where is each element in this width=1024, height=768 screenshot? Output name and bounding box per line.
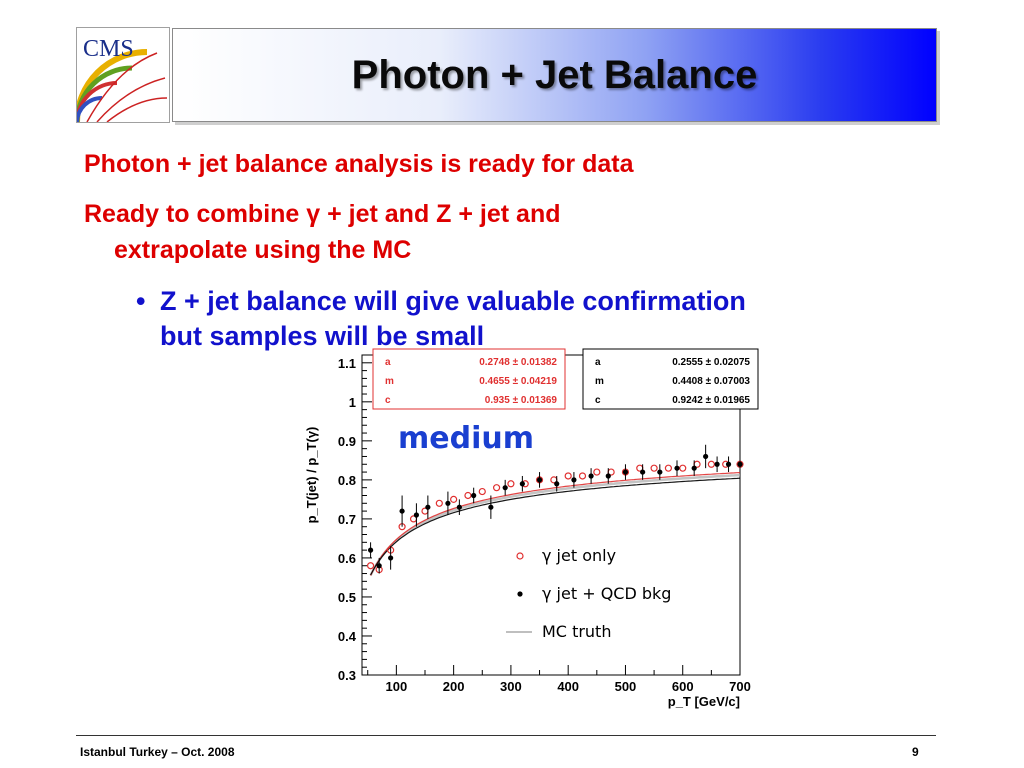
footer-divider xyxy=(76,735,936,736)
y-axis-label: p_T(jet) / p_T(γ) xyxy=(304,427,319,524)
legend-label: γ jet only xyxy=(542,546,616,565)
gamma-jet-only-point xyxy=(664,464,673,472)
gamma-jet-qcd-point xyxy=(456,504,462,510)
fit-param-name: c xyxy=(595,395,601,406)
bullet-line-2a: Ready to combine γ + jet and Z + jet and xyxy=(84,200,561,228)
gamma-jet-qcd-point xyxy=(399,508,405,514)
cms-logo-text: CMS xyxy=(83,36,134,62)
x-tick-label: 500 xyxy=(615,679,637,694)
bullet-line-1: Photon + jet balance analysis is ready f… xyxy=(84,150,634,178)
bullet-line-2b: extrapolate using the MC xyxy=(114,236,412,264)
footer-event: Istanbul Turkey – Oct. 2008 xyxy=(80,745,235,759)
fit-curve-1 xyxy=(370,472,741,576)
y-tick-label: 0.9 xyxy=(338,434,356,449)
sub-bullet-mark: • xyxy=(136,286,146,316)
cms-logo-graphic: CMS xyxy=(77,28,169,122)
x-tick-label: 100 xyxy=(386,679,408,694)
balance-chart: 0.3 0.4 0.5 0.6 0.7 0.8 0.9 1 1.1 100 200 300 400 500… xyxy=(304,348,759,709)
gamma-jet-qcd-point xyxy=(367,547,374,553)
gamma-jet-only-point xyxy=(578,472,587,480)
y-tick-label: 0.8 xyxy=(338,473,356,488)
fit-curve-0 xyxy=(369,473,741,576)
gamma-jet-qcd-point xyxy=(605,473,611,479)
fit-box-0 xyxy=(372,348,566,410)
gamma-jet-qcd-point xyxy=(502,485,508,491)
fit-param-value: 0.4408 ± 0.07003 xyxy=(672,376,750,387)
y-tick-label: 1.1 xyxy=(338,356,356,371)
fit-param-name: m xyxy=(595,376,604,387)
gamma-jet-qcd-point xyxy=(425,504,431,510)
y-tick-label: 0.7 xyxy=(338,512,356,527)
legend-label: γ jet + QCD bkg xyxy=(542,584,671,603)
gamma-jet-qcd-point xyxy=(737,461,743,467)
gamma-jet-only-point xyxy=(492,484,501,492)
gamma-jet-qcd-point xyxy=(674,465,680,471)
gamma-jet-only-point xyxy=(464,491,472,500)
x-tick-label: 200 xyxy=(443,679,465,694)
gamma-jet-only-point xyxy=(366,562,375,570)
x-tick-label: 700 xyxy=(729,679,751,694)
gamma-jet-qcd-point xyxy=(488,504,494,510)
gamma-jet-qcd-point xyxy=(519,481,525,487)
fit-param-name: c xyxy=(385,395,391,406)
gamma-jet-qcd-point xyxy=(388,555,394,561)
fit-box-1 xyxy=(582,348,759,410)
gamma-jet-only-point xyxy=(450,495,458,503)
fit-param-value: 0.935 ± 0.01369 xyxy=(485,395,558,406)
gamma-jet-qcd-point xyxy=(413,512,420,518)
gamma-jet-qcd-point xyxy=(657,469,663,475)
slide-title: Photon + Jet Balance xyxy=(351,53,758,97)
sub-bullet-line-1: Z + jet balance will give valuable confi… xyxy=(160,286,746,316)
gamma-jet-only-point xyxy=(593,468,601,476)
gamma-jet-qcd-point xyxy=(376,563,382,569)
sub-bullet-line-2: but samples will be small xyxy=(160,321,485,351)
gamma-jet-qcd-point xyxy=(588,473,594,479)
gamma-jet-qcd-point xyxy=(445,500,451,506)
chart-annotation-medium: medium xyxy=(398,421,534,456)
x-axis-label: p_T [GeV/c] xyxy=(668,694,740,709)
gamma-jet-qcd-point xyxy=(703,453,709,460)
x-tick-label: 400 xyxy=(557,679,579,694)
gamma-jet-qcd-point xyxy=(471,492,477,499)
fit-param-value: 0.9242 ± 0.01965 xyxy=(672,395,750,406)
footer-page-number: 9 xyxy=(912,745,919,759)
gamma-jet-qcd-point xyxy=(622,469,629,475)
x-tick-label: 300 xyxy=(500,679,522,694)
title-bar: Photon + Jet Balance xyxy=(172,28,937,122)
fit-param-value: 0.2555 ± 0.02075 xyxy=(672,357,750,368)
fit-param-value: 0.2748 ± 0.01382 xyxy=(479,357,557,368)
y-tick-label: 0.5 xyxy=(338,590,356,605)
gamma-jet-qcd-point xyxy=(554,481,560,487)
y-tick-label: 0.4 xyxy=(338,629,357,644)
fit-param-name: m xyxy=(385,376,394,387)
gamma-jet-only-point xyxy=(679,464,687,472)
gamma-jet-qcd-point xyxy=(725,461,732,467)
gamma-jet-qcd-point xyxy=(714,461,720,467)
fit-curve-2 xyxy=(370,477,741,576)
legend-label: MC truth xyxy=(542,622,611,641)
gamma-jet-only-point xyxy=(707,460,715,468)
legend-marker-dot xyxy=(517,591,523,597)
x-tick-label: 600 xyxy=(672,679,694,694)
gamma-jet-qcd-point xyxy=(691,465,697,471)
gamma-jet-qcd-point xyxy=(640,469,646,475)
gamma-jet-only-point xyxy=(564,472,572,480)
fit-param-name: a xyxy=(595,357,601,368)
gamma-jet-only-point xyxy=(435,499,443,507)
gamma-jet-qcd-point xyxy=(536,477,543,483)
fit-param-value: 0.4655 ± 0.04219 xyxy=(479,376,557,387)
cms-logo: CMS xyxy=(76,27,170,123)
y-tick-label: 1 xyxy=(349,395,356,410)
y-tick-label: 0.6 xyxy=(338,551,356,566)
gamma-jet-only-point xyxy=(507,480,515,488)
y-tick-label: 0.3 xyxy=(338,668,356,683)
fit-param-name: a xyxy=(385,357,391,368)
gamma-jet-qcd-point xyxy=(571,477,577,483)
legend-marker-open-circle xyxy=(516,552,524,560)
gamma-jet-only-point xyxy=(650,464,658,472)
gamma-jet-only-point xyxy=(478,487,486,496)
